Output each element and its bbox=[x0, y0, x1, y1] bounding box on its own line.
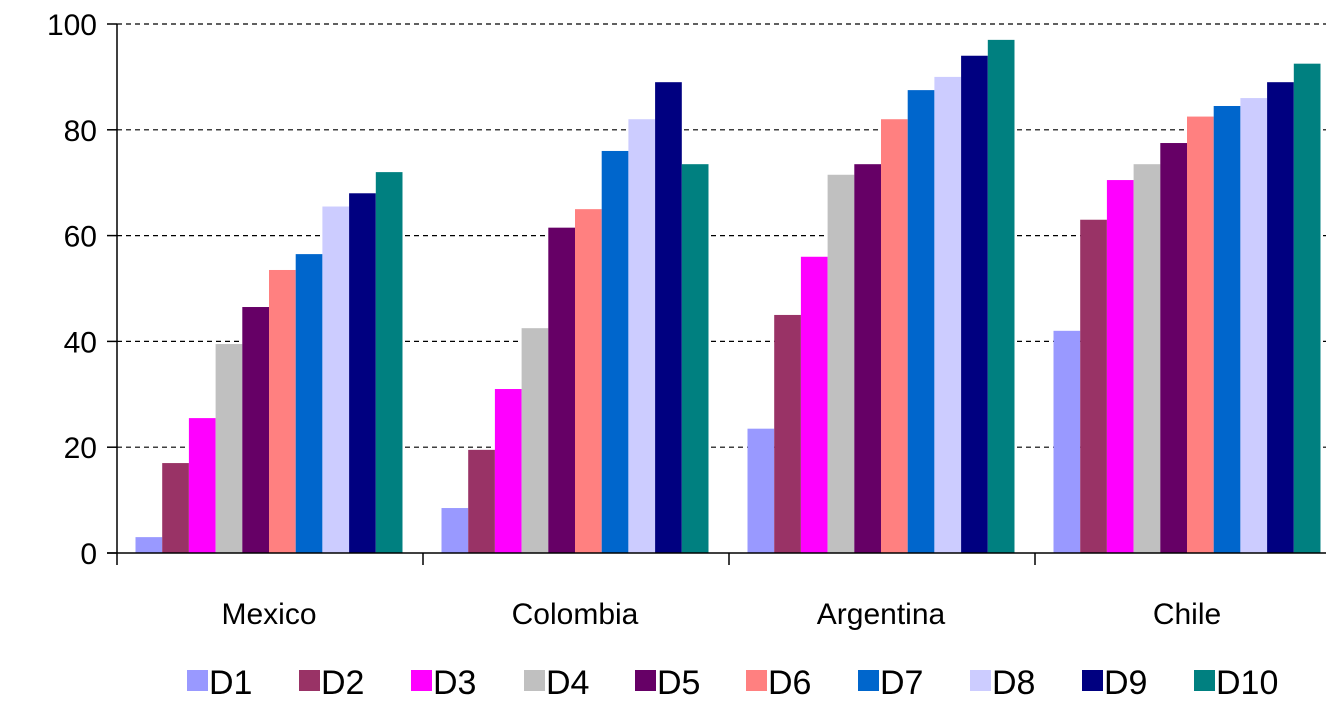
bar-d5-colombia bbox=[548, 227, 575, 554]
bar-d8-mexico bbox=[322, 206, 350, 553]
bars bbox=[135, 39, 1321, 554]
legend-label: D5 bbox=[657, 664, 700, 702]
y-tick-label: 40 bbox=[64, 326, 97, 359]
bar-d5-argentina bbox=[854, 164, 881, 553]
bar-d2-argentina bbox=[774, 314, 801, 553]
bar-d6-mexico bbox=[269, 269, 296, 553]
legend-swatch bbox=[970, 670, 991, 691]
bar-d6-chile bbox=[1187, 116, 1214, 553]
bar-d9-mexico bbox=[349, 193, 376, 553]
x-category-label: Argentina bbox=[817, 598, 946, 631]
x-category-label: Mexico bbox=[221, 598, 316, 631]
y-tick-label: 80 bbox=[64, 115, 97, 148]
x-axis-categories: Mexico Colombia Argentina Chile bbox=[221, 598, 1221, 631]
legend-label: D7 bbox=[880, 664, 923, 702]
bar-d3-mexico bbox=[188, 418, 216, 553]
legend-swatch bbox=[299, 670, 320, 691]
legend-label: D8 bbox=[992, 664, 1035, 702]
bar-d3-argentina bbox=[800, 256, 828, 553]
y-tick-label: 60 bbox=[64, 221, 97, 254]
bar-d9-colombia bbox=[655, 82, 682, 553]
legend-swatch bbox=[187, 670, 208, 691]
y-tick-label: 0 bbox=[80, 538, 97, 571]
y-tick-label: 20 bbox=[64, 432, 97, 465]
bar-d10-mexico bbox=[375, 172, 403, 553]
bar-d7-mexico bbox=[295, 254, 323, 554]
bar-d1-chile bbox=[1053, 330, 1081, 553]
bar-d1-colombia bbox=[441, 508, 469, 553]
y-tick-label: 100 bbox=[47, 9, 97, 42]
legend: D1 D2 D3 D4 D5 D6 D7 D8 D9 D10 bbox=[187, 664, 1278, 702]
legend-swatch bbox=[411, 670, 432, 691]
bar-d3-colombia bbox=[494, 389, 522, 553]
bar-d6-colombia bbox=[575, 209, 602, 553]
axes bbox=[107, 23, 1326, 565]
bar-d3-chile bbox=[1106, 180, 1134, 553]
legend-label: D9 bbox=[1104, 664, 1147, 702]
bar-d4-mexico bbox=[215, 344, 243, 553]
legend-swatch bbox=[1194, 670, 1215, 691]
bar-d9-argentina bbox=[961, 55, 988, 554]
bar-d2-chile bbox=[1080, 219, 1107, 554]
bar-d1-mexico bbox=[135, 537, 163, 553]
bar-d6-argentina bbox=[881, 119, 908, 553]
legend-swatch bbox=[746, 670, 767, 691]
bar-d5-chile bbox=[1160, 143, 1187, 553]
bar-d10-chile bbox=[1293, 63, 1321, 554]
x-category-label: Colombia bbox=[512, 598, 639, 631]
bar-d10-argentina bbox=[987, 39, 1015, 554]
bar-d4-colombia bbox=[521, 328, 549, 553]
bar-d8-argentina bbox=[934, 76, 962, 554]
bar-d8-colombia bbox=[628, 119, 656, 553]
x-category-label: Chile bbox=[1153, 598, 1221, 631]
bar-d4-argentina bbox=[827, 174, 855, 553]
legend-label: D4 bbox=[546, 664, 589, 702]
bar-d5-mexico bbox=[242, 307, 269, 553]
bar-d9-chile bbox=[1267, 82, 1294, 553]
legend-label: D10 bbox=[1216, 664, 1278, 702]
bar-d7-chile bbox=[1213, 105, 1241, 554]
legend-label: D3 bbox=[433, 664, 476, 702]
bar-d2-mexico bbox=[162, 463, 189, 553]
legend-swatch bbox=[524, 670, 545, 691]
legend-label: D2 bbox=[321, 664, 364, 702]
legend-swatch bbox=[1082, 670, 1103, 691]
legend-label: D6 bbox=[768, 664, 811, 702]
bar-d7-colombia bbox=[601, 150, 629, 553]
bar-d2-colombia bbox=[468, 449, 495, 553]
bar-d10-colombia bbox=[681, 164, 709, 553]
legend-label: D1 bbox=[209, 664, 252, 702]
legend-swatch bbox=[858, 670, 879, 691]
legend-swatch bbox=[635, 670, 656, 691]
bar-d1-argentina bbox=[747, 428, 775, 553]
bar-d4-chile bbox=[1133, 164, 1161, 553]
y-axis-ticks: 0 20 40 60 80 100 bbox=[47, 9, 97, 571]
bar-d7-argentina bbox=[907, 90, 935, 553]
bar-d8-chile bbox=[1240, 98, 1268, 553]
